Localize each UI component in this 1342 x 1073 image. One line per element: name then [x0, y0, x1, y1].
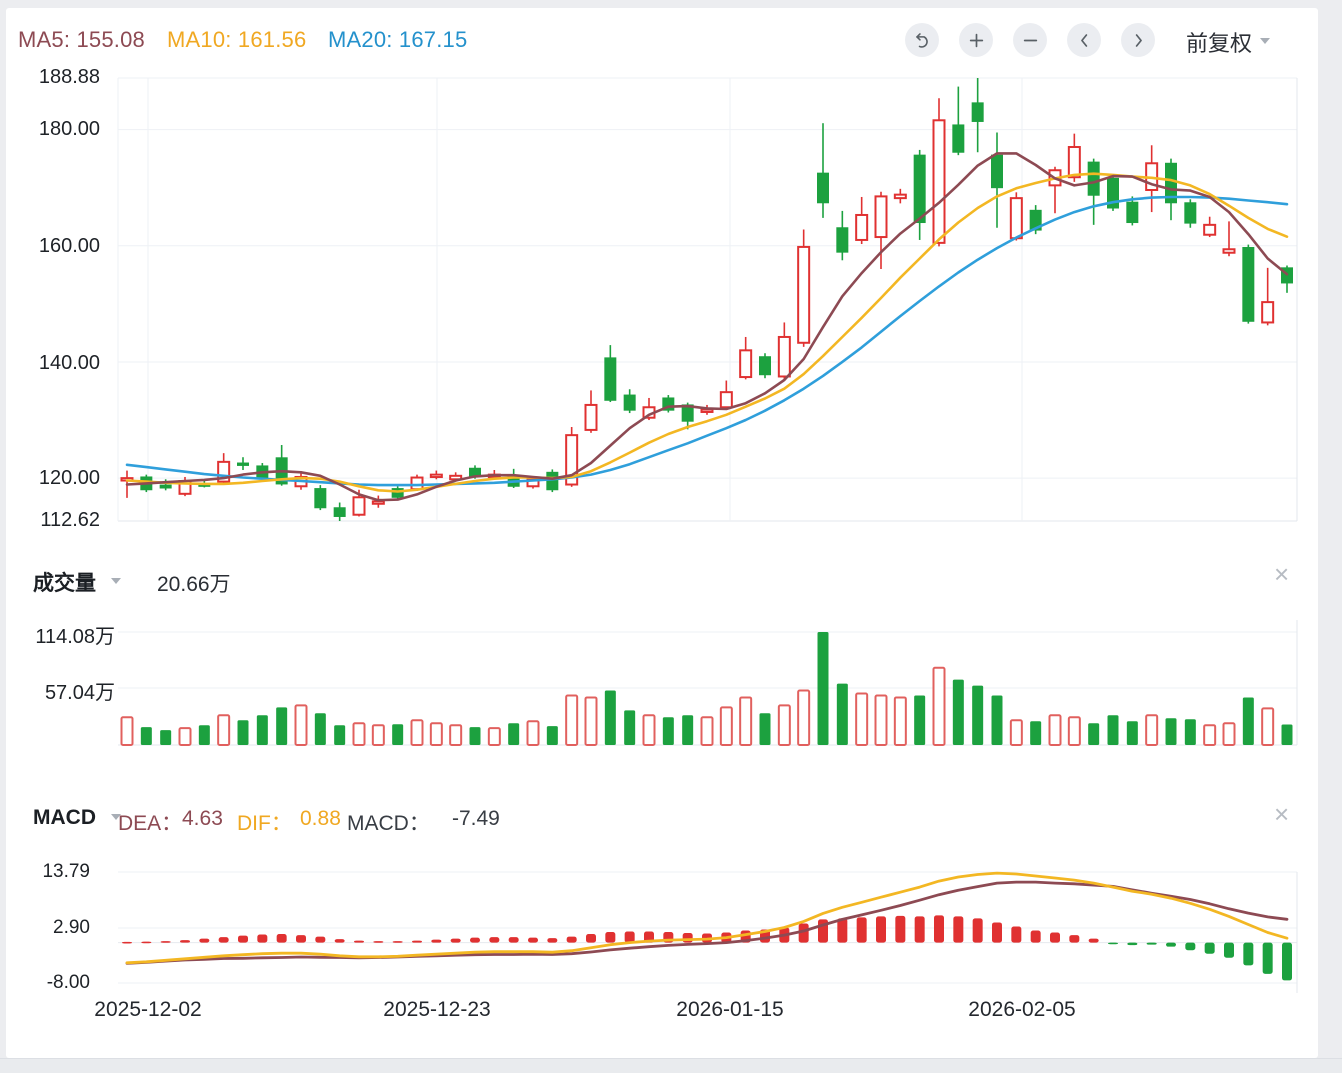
price-axis-label: 112.62	[40, 509, 100, 531]
bottom-strip	[0, 1058, 1342, 1073]
macd-close-button[interactable]: ×	[1274, 799, 1290, 829]
date-axis-label: 2025-12-23	[383, 998, 491, 1021]
gridlines	[117, 77, 1298, 993]
adjustment-mode-dropdown[interactable]: 前复权	[1186, 26, 1271, 58]
zoom-out-button[interactable]	[1013, 23, 1047, 57]
price-axis-label: 188.88	[38, 66, 100, 88]
ma5-legend: MA5: 155.08	[18, 27, 145, 52]
pan-left-button[interactable]	[1067, 23, 1101, 57]
ma20-legend: MA20: 167.15	[328, 27, 468, 52]
macd-pane-dropdown[interactable]: MACD	[33, 806, 121, 830]
price-axis-label: 120.00	[38, 467, 100, 489]
date-axis-label: 2026-01-15	[676, 998, 784, 1021]
volume-pane-title: 成交量	[33, 572, 96, 595]
dif-legend-value: 0.88	[300, 807, 341, 830]
date-axis-label: 2025-12-02	[94, 998, 202, 1021]
dif-legend-label: DIF：	[237, 812, 292, 835]
volume-axis-label: 57.04万	[44, 682, 115, 704]
chevron-left-icon	[1080, 33, 1087, 47]
volume-close-button[interactable]: ×	[1274, 559, 1290, 589]
undo-button[interactable]	[905, 23, 939, 57]
zoom-out-icon	[1023, 39, 1037, 41]
dea-legend-label: DEA：	[118, 812, 183, 835]
macd-axis-label: -8.00	[46, 972, 90, 993]
chevron-down-icon	[111, 578, 121, 584]
undo-icon	[915, 32, 928, 48]
volume-current-value: 20.66万	[157, 573, 231, 596]
price-axis-label: 160.00	[38, 235, 100, 257]
chevron-down-icon	[111, 814, 121, 820]
macd-pane-title: MACD	[33, 806, 96, 829]
macd-histogram	[122, 915, 1292, 981]
chevron-right-icon	[1135, 33, 1142, 47]
macd-axis-label: 13.79	[42, 861, 90, 882]
pan-right-button[interactable]	[1121, 23, 1155, 57]
overlay-lines	[125, 152, 1289, 965]
adjustment-mode-label: 前复权	[1186, 31, 1253, 56]
volume-bars	[120, 632, 1293, 747]
price-axis-label: 140.00	[38, 352, 100, 374]
price-axis-label: 180.00	[38, 118, 100, 140]
volume-axis-label: 114.08万	[35, 626, 115, 648]
dea-legend-value: 4.63	[182, 807, 223, 830]
zoom-in-icon	[969, 33, 983, 47]
volume-pane-dropdown[interactable]: 成交量	[33, 567, 121, 597]
zoom-in-button[interactable]	[959, 23, 993, 57]
macd-legend-value: -7.49	[452, 807, 500, 830]
ma10-legend: MA10: 161.56	[167, 27, 307, 52]
macd-axis-label: 2.90	[53, 917, 90, 938]
chevron-down-icon	[1260, 38, 1271, 44]
candles	[120, 78, 1293, 521]
macd-legend-label: MACD：	[347, 812, 430, 835]
date-axis-label: 2026-02-05	[968, 998, 1076, 1021]
